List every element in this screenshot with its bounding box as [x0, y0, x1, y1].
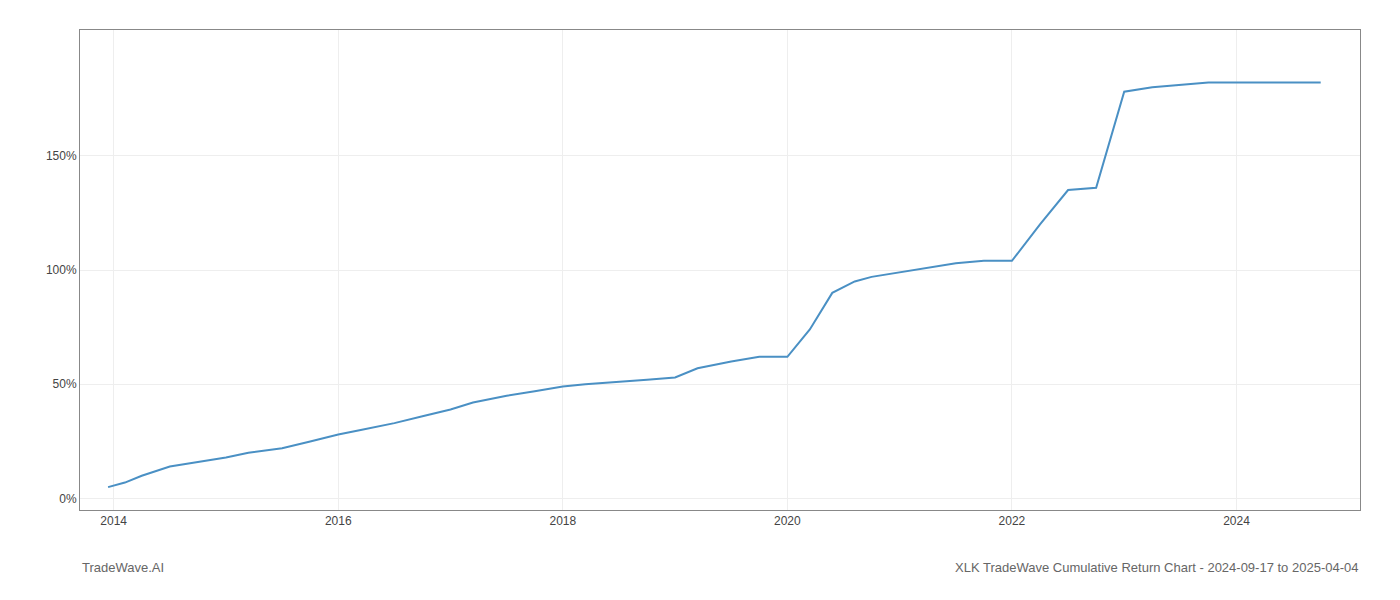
svg-text:2014: 2014 [100, 514, 127, 528]
svg-text:0%: 0% [59, 492, 77, 506]
svg-text:100%: 100% [46, 263, 77, 277]
svg-text:XLK TradeWave Cumulative Retur: XLK TradeWave Cumulative Return Chart - … [955, 560, 1358, 575]
svg-text:2018: 2018 [549, 514, 576, 528]
svg-text:150%: 150% [46, 149, 77, 163]
svg-text:2022: 2022 [999, 514, 1026, 528]
svg-text:2016: 2016 [325, 514, 352, 528]
svg-text:2024: 2024 [1223, 514, 1250, 528]
svg-text:50%: 50% [53, 377, 77, 391]
svg-text:TradeWave.AI: TradeWave.AI [82, 560, 164, 575]
svg-text:2020: 2020 [774, 514, 801, 528]
